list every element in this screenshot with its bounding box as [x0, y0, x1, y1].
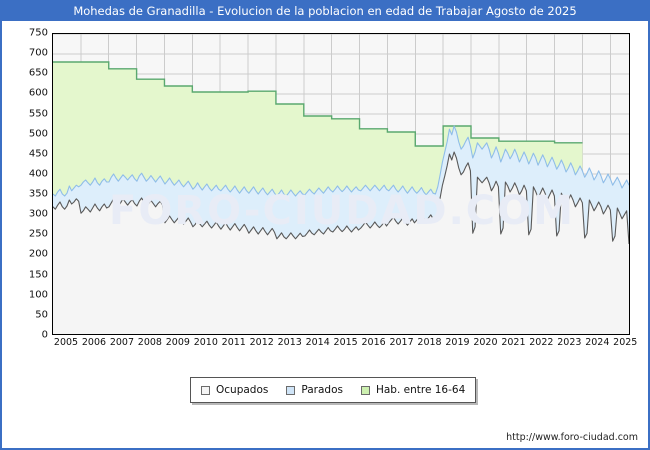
y-axis-tick-label: 500	[28, 128, 48, 140]
legend-item[interactable]: Parados	[286, 384, 343, 396]
x-axis-tick-label: 2024	[585, 337, 610, 348]
y-axis-tick-label: 0	[41, 329, 48, 341]
y-axis-tick-label: 400	[28, 168, 48, 180]
x-axis-tick-label: 2012	[249, 337, 274, 348]
y-axis-tick-label: 700	[28, 47, 48, 59]
y-axis-tick-label: 300	[28, 208, 48, 220]
y-axis-tick-label: 450	[28, 148, 48, 160]
y-axis-tick-label: 650	[28, 67, 48, 79]
x-axis-tick-label: 2018	[417, 337, 442, 348]
y-axis-tick-label: 100	[28, 289, 48, 301]
x-axis-tick-label: 2014	[305, 337, 330, 348]
x-axis-tick-label: 2006	[81, 337, 107, 348]
legend-item-label: Hab. entre 16-64	[375, 384, 466, 396]
source-url: http://www.foro-ciudad.com	[506, 432, 638, 443]
y-axis-tick-label: 600	[28, 87, 48, 99]
legend-item-label: Ocupados	[216, 384, 269, 396]
x-axis-tick-label: 2013	[277, 337, 302, 348]
plot-canvas	[53, 34, 629, 334]
y-axis-tick-label: 750	[28, 27, 48, 39]
x-axis-tick-label: 2023	[557, 337, 582, 348]
x-axis-tick-label: 2019	[445, 337, 470, 348]
y-axis-labels: 0 50 100 150 200 250 300 350 400 450 500 550 600 650 7…	[0, 28, 48, 341]
x-axis-tick-label: 2009	[165, 337, 190, 348]
legend-swatch-icon	[360, 385, 370, 395]
x-axis-tick-label: 2016	[361, 337, 386, 348]
chart-title: Mohedas de Granadilla - Evolucion de la …	[2, 2, 648, 21]
y-axis-tick-label: 50	[35, 309, 48, 321]
y-axis-tick-label: 350	[28, 188, 48, 200]
x-axis-tick-label: 2017	[389, 337, 414, 348]
x-axis-tick-label: 2007	[109, 337, 135, 348]
legend-swatch-icon	[201, 385, 210, 395]
series-line-hab	[53, 61, 583, 147]
y-axis-tick-label: 550	[28, 108, 48, 120]
x-axis-tick-label: 2022	[529, 337, 554, 348]
chart-legend: Ocupados Parados Hab. entre 16-64	[190, 377, 477, 403]
y-axis-tick-label: 200	[28, 248, 48, 260]
x-axis-tick-label: 2011	[221, 337, 246, 348]
x-axis-tick-label: 2005	[53, 337, 79, 348]
series-line-parados	[53, 125, 629, 197]
x-axis-tick-label: 2015	[333, 337, 358, 348]
y-axis-tick-label: 150	[28, 269, 48, 281]
y-axis-tick-label: 250	[28, 228, 48, 240]
plot-area	[52, 33, 630, 335]
legend-item[interactable]: Hab. entre 16-64	[360, 384, 466, 396]
legend-item[interactable]: Ocupados	[201, 384, 268, 396]
x-axis-tick-label: 2020	[473, 337, 498, 348]
x-axis-tick-label: 2010	[193, 337, 218, 348]
legend-swatch-icon	[286, 385, 296, 395]
x-axis-tick-label: 2008	[137, 337, 162, 348]
x-axis-labels: 2005 2006 2007 2008 2009 2010 2011 2012 2013 2014…	[52, 337, 637, 355]
series-area-ocupados	[53, 152, 629, 334]
series-line-ocupados	[53, 151, 629, 245]
legend-item-label: Parados	[301, 384, 343, 396]
x-axis-tick-label: 2025	[613, 337, 638, 348]
x-axis-tick-label: 2021	[501, 337, 526, 348]
